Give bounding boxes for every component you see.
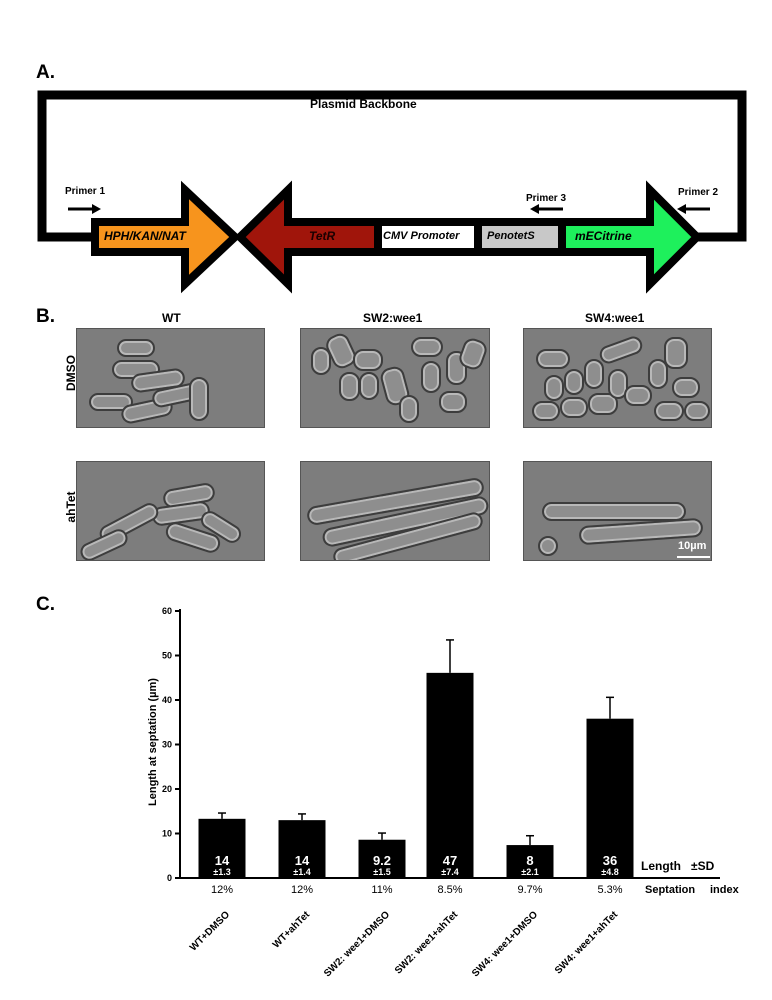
tetr-label: TetR <box>309 229 336 243</box>
scale-bar-label: 10µm <box>678 540 707 552</box>
category-label: WT+ahTet <box>271 909 313 951</box>
column-title-sw2: SW2:wee1 <box>363 311 423 325</box>
category-label: SW2: wee1+ahTet <box>393 909 461 977</box>
primer-2-label: Primer 2 <box>678 187 719 198</box>
primer-1-arrow <box>68 204 101 214</box>
bar-sd-label: ±1.5 <box>373 867 390 877</box>
category-label: SW4: wee1+DMSO <box>470 909 540 979</box>
panel-c-letter: C. <box>36 594 55 615</box>
micrograph-wt-ahtet <box>76 461 265 561</box>
category-label: WT+DMSO <box>188 909 232 953</box>
bar-value-label: 14 <box>295 853 310 868</box>
micrograph-sw2-ahtet <box>300 461 490 561</box>
hph-arrow <box>91 180 241 294</box>
bar-value-label: 47 <box>443 853 457 868</box>
bar-value-label: 14 <box>215 853 230 868</box>
cmv-label: CMV Promoter <box>383 230 460 242</box>
bar-value-label: 8 <box>526 853 533 868</box>
septation-index-label: 9.7% <box>517 884 542 896</box>
septation-index-label: 12% <box>211 884 233 896</box>
primer-1-label: Primer 1 <box>65 186 106 197</box>
bar <box>278 820 326 878</box>
hph-label: HPH/KAN/NAT <box>104 229 186 243</box>
bar-value-label: 9.2 <box>373 853 391 868</box>
bar-value-label: 36 <box>603 853 617 868</box>
y-tick-label: 50 <box>162 651 172 661</box>
column-title-sw4: SW4:wee1 <box>585 311 645 325</box>
y-tick-label: 60 <box>162 606 172 616</box>
septation-index-label: 11% <box>371 884 392 896</box>
bar-sd-label: ±2.1 <box>521 867 538 877</box>
micrograph-wt-dmso <box>76 328 265 428</box>
panel-b-letter: B. <box>36 306 55 327</box>
category-label: SW2: wee1+DMSO <box>322 909 392 979</box>
mecitrine-label: mECitrine <box>575 229 632 243</box>
column-title-wt: WT <box>162 311 181 325</box>
bar-sd-label: ±7.4 <box>441 867 458 877</box>
y-tick-label: 10 <box>162 829 172 839</box>
septation-index-label: 12% <box>291 884 313 896</box>
primer-3-arrow <box>530 204 563 214</box>
septation-index-label: 5.3% <box>597 884 622 896</box>
backbone-label: Plasmid Backbone <box>310 97 417 111</box>
micrograph-sw2-dmso <box>300 328 490 428</box>
bar <box>506 845 554 878</box>
y-tick-label: 0 <box>167 873 172 883</box>
primer-3-label: Primer 3 <box>526 193 567 204</box>
bar-sd-label: ±4.8 <box>601 867 618 877</box>
septation-index-label: 8.5% <box>437 884 462 896</box>
primer-2-arrow <box>677 204 710 214</box>
y-tick-label: 40 <box>162 695 172 705</box>
scale-bar-line <box>677 556 710 558</box>
bar <box>426 672 474 878</box>
bar <box>198 818 246 878</box>
y-tick-label: 20 <box>162 784 172 794</box>
bar-sd-label: ±1.4 <box>293 867 310 877</box>
septation-chart: 010203040506014±1.312%WT+DMSO14±1.412%WT… <box>162 606 740 979</box>
legend-sd: ±SD <box>691 859 715 873</box>
penotets-label: PenotetS <box>487 230 535 242</box>
category-label: SW4: wee1+ahTet <box>553 909 621 977</box>
bar <box>358 839 406 878</box>
panel-a-letter: A. <box>36 62 55 83</box>
legend-septation: Septation <box>645 884 695 896</box>
plasmid-diagram <box>37 90 747 294</box>
plasmid-backbone-line <box>37 90 747 242</box>
bar-sd-label: ±1.3 <box>213 867 230 877</box>
bar <box>586 718 634 878</box>
micrograph-sw4-ahtet <box>523 461 712 561</box>
mecitrine-arrow <box>558 180 703 294</box>
legend-length: Length <box>641 859 681 873</box>
legend-index: index <box>710 884 740 896</box>
y-tick-label: 30 <box>162 740 172 750</box>
micrograph-sw4-dmso <box>523 328 712 428</box>
